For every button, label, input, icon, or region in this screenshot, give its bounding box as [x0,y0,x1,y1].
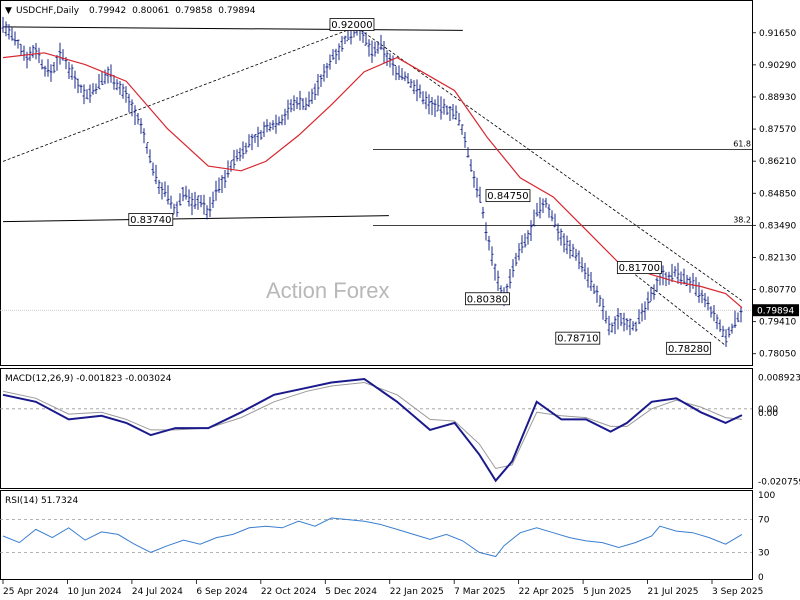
price-label-2: 0.84750 [485,189,531,203]
rsi-y-tick-label: 100 [758,491,775,501]
symbol-label: USDCHF [16,6,53,16]
watermark: Action Forex [266,278,390,303]
x-tick-label: 7 Mar 2025 [454,587,505,597]
price-label-3: 0.80380 [465,292,510,306]
macd-line [2,377,743,483]
rsi-line [2,517,743,558]
x-tick-label: 21 Jul 2025 [648,587,699,597]
timeframe-label: Daily [56,6,79,16]
chart-header: ▼ USDCHF,Daily 0.79942 0.80061 0.79858 0… [5,6,256,16]
x-tick-label: 22 Oct 2024 [261,587,317,597]
rsi-y-tick-label: 70 [758,516,770,526]
price-label-text: 0.83740 [130,215,171,226]
price-label-box [555,331,601,345]
price-label-box [666,341,712,355]
macd-title: MACD(12,26,9) -0.001823 -0.003024 [5,374,172,384]
trendline-0 [2,26,357,162]
rsi-y-tick-label: 30 [758,548,770,558]
fib-label-1: 38.2 [733,215,751,224]
price-label-5: 0.78710 [555,331,601,345]
macd-y-tick-label: 0.00 [758,409,778,419]
price-label-box [616,261,662,275]
price-label-4: 0.81700 [616,261,662,275]
ohlc-low: 0.79858 [175,6,212,16]
price-layer: 61.8 38.2 0.92000 0.83740 0.84750 0.80380 0.81… [0,16,752,355]
price-label-box [485,189,531,203]
price-panel-frame [0,0,753,366]
price-y-tick-label: 0.86210 [759,157,796,167]
price-label-text: 0.92000 [331,20,372,31]
price-label-text: 0.78710 [557,334,598,345]
macd-y-tick-label: 0.008923 [758,374,800,384]
x-tick-label: 5 Jun 2025 [583,587,631,597]
macd-y-tick-label: 0.00 [758,405,778,415]
current-price-tag-text: 0.79894 [757,307,794,317]
ma-line [2,52,743,309]
price-y-tick-label: 0.80770 [759,286,796,296]
price-y-tick-label: 0.78050 [759,350,796,360]
price-label-text: 0.84750 [487,191,528,202]
rsi-y-tick-label: 0 [758,573,764,583]
price-y-tick-label: 0.79410 [759,318,796,328]
current-price-tag: 0.79894 [753,304,799,317]
price-y-tick-label: 0.91650 [759,29,796,39]
trendline-2 [2,215,389,223]
fib-label-0: 61.8 [733,139,751,148]
price-label-text: 0.80380 [467,294,508,305]
price-y-tick-label: 0.84850 [759,189,796,199]
axis-layer: 0.91650 0.90290 0.88930 0.87570 0.86210 0.848… [2,29,800,597]
macd-panel-frame [0,368,753,489]
current-price-tag-bg [753,304,799,317]
macd-layer [0,377,752,483]
trendline-3 [355,26,743,301]
rsi-title: RSI(14) 51.7324 [5,496,78,506]
macd-signal-line [2,381,743,470]
x-tick-label: 6 Sep 2024 [196,587,248,597]
rsi-layer [0,517,752,558]
ohlc-close: 0.79894 [218,6,255,16]
rsi-panel-frame [0,490,753,580]
trendline-1 [2,26,463,31]
price-y-tick-label: 0.82130 [759,253,796,263]
price-y-tick-label: 0.87570 [759,125,796,135]
price-label-0: 0.92000 [329,18,375,31]
price-label-text: 0.78280 [668,344,709,355]
x-tick-label: 10 Jun 2024 [67,587,121,597]
x-tick-label: 22 Apr 2025 [519,587,575,597]
price-y-tick-label: 0.88930 [759,93,796,103]
price-y-tick-label: 0.90290 [759,61,796,71]
ohlc-open: 0.79942 [89,6,126,16]
svg-text:USDCHF,Daily 0.79942: USDCHF,Daily 0.79942 0.80061 0.79858 0.7… [16,6,256,16]
price-label-6: 0.78280 [666,341,712,355]
x-tick-label: 5 Dec 2024 [325,587,377,597]
x-tick-label: 25 Apr 2024 [3,587,59,597]
price-label-text: 0.81700 [619,263,660,274]
x-tick-label: 24 Jul 2024 [132,587,183,597]
x-tick-label: 22 Jan 2025 [390,587,444,597]
macd-y-tick-label: -0.020759 [758,478,800,488]
chart-arrow-icon: ▼ [5,6,12,16]
ohlc-high: 0.80061 [132,6,169,16]
price-label-box [329,18,375,31]
price-label-1: 0.83740 [128,213,174,226]
price-label-box [128,213,174,226]
x-tick-label: 3 Sep 2025 [712,587,763,597]
trendline-4 [635,274,726,346]
price-label-box [465,292,510,306]
price-y-tick-label: 0.83490 [759,221,796,231]
